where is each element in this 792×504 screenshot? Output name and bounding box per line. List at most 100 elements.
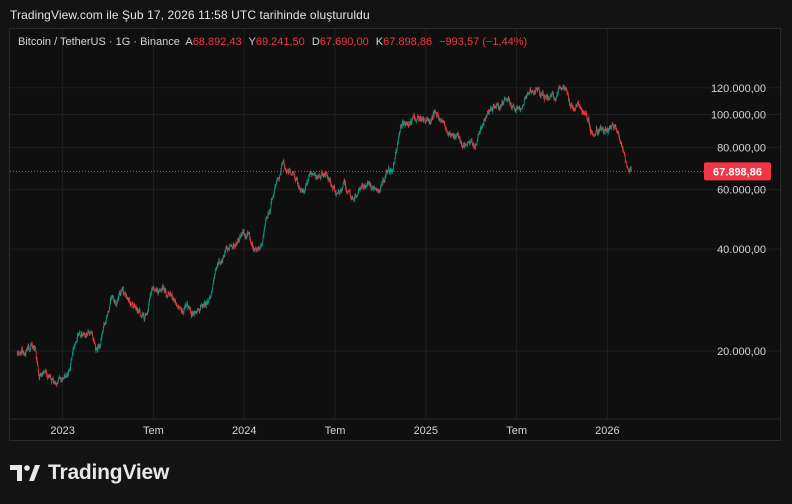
candle-body: [398, 137, 399, 143]
candle-body: [602, 127, 603, 131]
candle-body: [129, 299, 131, 303]
candle-body: [578, 104, 580, 106]
candle-body: [106, 316, 107, 321]
candle-body: [378, 191, 380, 193]
candle-body: [314, 174, 315, 176]
candle-body: [141, 316, 143, 318]
candle-body: [182, 309, 183, 312]
candle-body: [61, 379, 63, 381]
candle-body: [414, 118, 416, 119]
candle-body: [155, 288, 156, 290]
candle-body: [554, 98, 556, 101]
last-price-marker: 67.898,86: [10, 162, 771, 181]
candle-body: [499, 108, 501, 111]
candle-body: [246, 234, 248, 238]
candle-body: [570, 104, 571, 108]
candle-body: [59, 377, 61, 379]
candle-body: [529, 88, 531, 92]
candle-body: [574, 109, 575, 110]
candle-body: [471, 140, 473, 143]
candle-body: [478, 134, 479, 135]
candle-body: [409, 123, 410, 126]
candle-body: [517, 108, 519, 109]
candle-body: [99, 346, 100, 348]
candle-body: [72, 353, 73, 356]
candle-body: [93, 338, 94, 340]
candle-body: [225, 249, 227, 252]
candle-body: [19, 351, 21, 353]
candle-body: [333, 186, 335, 189]
candle-body: [52, 378, 54, 380]
candle-body: [227, 247, 229, 250]
candle-body: [219, 260, 220, 263]
candle-body: [100, 344, 101, 347]
candle-body: [342, 187, 344, 191]
candle-body: [170, 292, 171, 296]
candle-body: [125, 292, 126, 294]
candle-body: [364, 185, 366, 186]
candle-body: [164, 288, 166, 292]
candle-body: [383, 179, 385, 181]
candle-body: [600, 126, 602, 128]
tradingview-brand[interactable]: TradingView: [48, 461, 170, 484]
candle-body: [544, 97, 546, 100]
candle-body: [561, 87, 563, 90]
candle-body: [386, 171, 387, 175]
candle-body: [346, 191, 348, 194]
candle-body: [191, 313, 193, 317]
candle-body: [596, 128, 597, 132]
candle-body: [62, 377, 63, 380]
candle-body: [261, 243, 263, 246]
candle-body: [325, 172, 327, 176]
candle-body: [150, 293, 152, 295]
candle-body: [41, 374, 43, 376]
candle-body: [485, 117, 486, 121]
candle-body: [509, 101, 511, 103]
candle-body: [350, 194, 351, 199]
candle-body: [308, 178, 309, 181]
candle-body: [449, 132, 451, 135]
candle-body: [523, 104, 525, 106]
candle-body: [39, 376, 41, 380]
candle-body: [327, 177, 329, 179]
candle-body: [295, 179, 297, 181]
candle-body: [203, 302, 205, 306]
candle-body: [540, 95, 542, 98]
candle-body: [491, 108, 493, 112]
chart-panel[interactable]: [9, 28, 781, 441]
candle-body: [363, 186, 364, 188]
candle-body: [406, 122, 407, 124]
candle-body: [161, 290, 162, 292]
candle-body: [154, 289, 156, 292]
candle-body: [595, 133, 596, 136]
candle-body: [278, 178, 279, 179]
candle-body: [571, 104, 572, 107]
candle-body: [254, 249, 256, 251]
candle-body: [184, 306, 186, 308]
candle-body: [105, 323, 106, 325]
candle-body: [543, 94, 544, 98]
candle-body: [124, 292, 126, 295]
open-label: A: [185, 36, 193, 48]
candle-body: [86, 334, 88, 336]
candle-body: [288, 170, 290, 173]
candle-body: [593, 135, 595, 137]
candle-body: [40, 373, 42, 375]
price-tick-label: 60.000,00: [717, 185, 766, 197]
candle-body: [393, 163, 395, 165]
candle-body: [196, 312, 198, 313]
candle-body: [467, 141, 469, 143]
candle-body: [232, 247, 234, 249]
candle-body: [136, 308, 138, 311]
candle-body: [152, 288, 153, 289]
candle-body: [535, 89, 537, 92]
candle-body: [336, 193, 338, 195]
candle-body: [368, 183, 369, 184]
candle-body: [382, 182, 383, 184]
symbol-label[interactable]: Bitcoin / TetherUS · 1G · Binance: [18, 36, 180, 48]
candle-body: [76, 341, 77, 343]
candle-body: [306, 182, 308, 185]
candle-body: [564, 88, 565, 90]
candle-body: [179, 306, 180, 308]
